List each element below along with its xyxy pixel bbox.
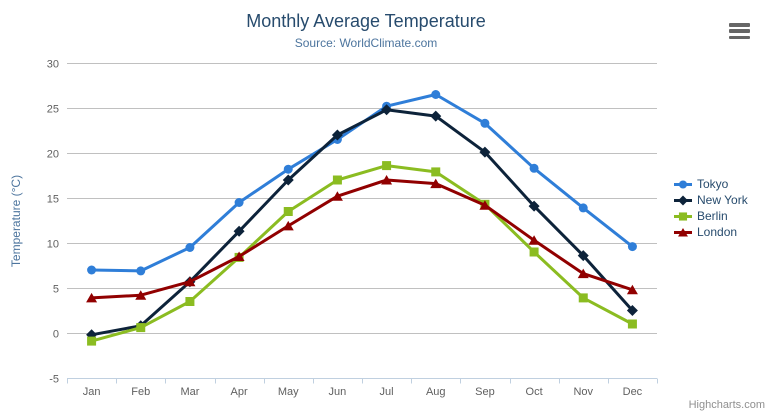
data-point-berlin-nov[interactable] xyxy=(578,293,588,303)
x-axis-label: Dec xyxy=(623,386,643,398)
x-axis-label: Nov xyxy=(573,386,593,398)
data-point-tokyo-jan[interactable] xyxy=(87,265,97,275)
data-point-tokyo-oct[interactable] xyxy=(529,163,539,173)
data-point-london-jun[interactable] xyxy=(331,191,343,201)
data-point-tokyo-feb[interactable] xyxy=(136,266,146,276)
y-axis-tick-label: 15 xyxy=(47,194,59,206)
credits-link[interactable]: Highcharts.com xyxy=(688,399,765,411)
legend-symbol xyxy=(678,211,688,221)
x-axis-label: Feb xyxy=(131,386,150,398)
data-point-tokyo-sep[interactable] xyxy=(480,118,490,128)
y-axis-tick-label: 10 xyxy=(47,239,59,251)
data-point-berlin-feb[interactable] xyxy=(136,323,146,333)
legend-symbol xyxy=(678,179,688,189)
legend-item-berlin[interactable]: Berlin xyxy=(674,208,748,224)
data-point-london-sep[interactable] xyxy=(479,200,491,210)
data-point-london-aug[interactable] xyxy=(430,178,442,189)
y-axis-tick-label: -5 xyxy=(49,374,59,386)
y-axis-tick-label: 0 xyxy=(53,329,59,341)
data-point-london-oct[interactable] xyxy=(528,235,540,245)
chart-title: Monthly Average Temperature xyxy=(246,11,486,31)
y-axis-tick-label: 20 xyxy=(47,149,59,161)
data-point-berlin-may[interactable] xyxy=(283,207,293,216)
data-point-tokyo-apr[interactable] xyxy=(234,198,244,207)
legend: Tokyo New York Berlin London xyxy=(674,176,748,240)
legend-square-icon xyxy=(674,211,692,221)
data-point-berlin-jul[interactable] xyxy=(382,161,392,171)
y-axis-tick-label: 25 xyxy=(47,104,59,116)
x-axis-label: Mar xyxy=(180,386,199,398)
x-axis-label: May xyxy=(278,386,299,398)
data-point-london-apr[interactable] xyxy=(233,251,245,262)
y-axis-title: Temperature (°C) xyxy=(9,174,23,268)
data-point-tokyo-may[interactable] xyxy=(283,164,293,174)
data-point-tokyo-aug[interactable] xyxy=(431,90,441,99)
series-line-london[interactable] xyxy=(90,178,634,300)
legend-symbol xyxy=(678,227,688,237)
legend-triangle-icon xyxy=(674,227,692,237)
data-point-new-york-may[interactable] xyxy=(282,174,294,186)
data-point-london-jul[interactable] xyxy=(381,175,393,185)
data-point-new-york-jul[interactable] xyxy=(381,104,393,116)
data-point-london-jan[interactable] xyxy=(86,292,98,303)
legend-item-new-york[interactable]: New York xyxy=(674,192,748,208)
data-point-new-york-dec[interactable] xyxy=(626,305,638,316)
data-point-new-york-apr[interactable] xyxy=(233,225,245,237)
x-axis-label: Apr xyxy=(231,386,248,398)
data-point-berlin-oct[interactable] xyxy=(529,247,539,257)
x-axis-label: Jul xyxy=(380,386,394,398)
x-axis-label: Jan xyxy=(83,386,101,398)
data-point-tokyo-dec[interactable] xyxy=(627,242,637,252)
legend-item-tokyo[interactable]: Tokyo xyxy=(674,176,748,192)
chart-subtitle: Source: WorldClimate.com xyxy=(294,36,438,50)
legend-label: New York xyxy=(697,193,748,207)
legend-label: Tokyo xyxy=(697,177,729,191)
data-point-london-feb[interactable] xyxy=(135,290,147,300)
data-point-london-dec[interactable] xyxy=(626,284,638,295)
data-point-london-nov[interactable] xyxy=(577,268,589,279)
x-axis-label: Aug xyxy=(426,386,446,398)
data-point-new-york-aug[interactable] xyxy=(430,110,442,122)
x-axis-label: Oct xyxy=(526,386,543,398)
legend-symbol xyxy=(678,195,688,205)
data-point-berlin-dec[interactable] xyxy=(627,319,637,329)
data-point-new-york-jun[interactable] xyxy=(331,129,343,141)
legend-circle-icon xyxy=(674,179,692,189)
data-point-new-york-oct[interactable] xyxy=(528,200,540,212)
data-point-london-mar[interactable] xyxy=(184,276,196,287)
data-point-new-york-nov[interactable] xyxy=(577,250,589,262)
data-point-berlin-aug[interactable] xyxy=(431,167,441,177)
data-point-new-york-sep[interactable] xyxy=(479,146,491,158)
legend-diamond-icon xyxy=(674,195,692,205)
hamburger-icon xyxy=(729,23,751,39)
data-point-berlin-jun[interactable] xyxy=(332,175,342,185)
data-point-london-may[interactable] xyxy=(282,220,294,231)
export-menu-button[interactable] xyxy=(727,20,753,42)
series-line-berlin[interactable] xyxy=(90,164,634,343)
x-axis-label: Sep xyxy=(475,386,495,398)
legend-label: London xyxy=(697,225,738,239)
series-line-new-york[interactable] xyxy=(90,108,634,337)
y-axis-tick-label: 5 xyxy=(53,284,59,296)
data-point-berlin-mar[interactable] xyxy=(185,297,195,306)
y-axis-tick-label: 30 xyxy=(47,59,59,71)
data-point-tokyo-nov[interactable] xyxy=(578,203,588,213)
legend-item-london[interactable]: London xyxy=(674,224,748,240)
x-axis-label: Jun xyxy=(329,386,347,398)
legend-label: Berlin xyxy=(697,209,728,223)
data-point-berlin-jan[interactable] xyxy=(87,336,97,346)
data-point-tokyo-mar[interactable] xyxy=(185,243,195,252)
